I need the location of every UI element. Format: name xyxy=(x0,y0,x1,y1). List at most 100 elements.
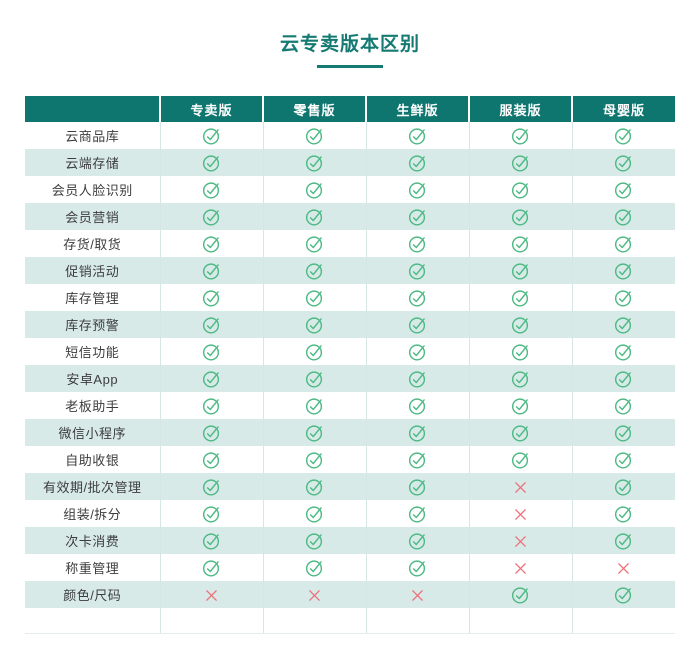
feature-supported-cell xyxy=(262,176,366,203)
check-circle-icon xyxy=(305,398,323,415)
feature-unsupported-cell xyxy=(159,581,263,608)
feature-supported-cell xyxy=(468,446,572,473)
feature-unsupported-cell xyxy=(365,581,469,608)
empty-row xyxy=(25,608,675,634)
feature-supported-cell xyxy=(571,230,675,257)
check-circle-icon xyxy=(615,290,632,307)
column-header-1: 专卖版 xyxy=(159,96,263,122)
check-circle-icon xyxy=(202,452,220,469)
check-circle-icon xyxy=(408,371,426,388)
feature-supported-cell xyxy=(365,500,469,527)
feature-supported-cell xyxy=(365,176,469,203)
feature-supported-cell xyxy=(159,149,263,176)
feature-supported-cell xyxy=(159,176,263,203)
column-header-4: 服装版 xyxy=(468,96,572,122)
table-row: 云商品库 xyxy=(25,122,675,149)
check-circle-icon xyxy=(408,317,426,334)
check-circle-icon xyxy=(305,128,323,145)
feature-supported-cell xyxy=(468,392,572,419)
check-circle-icon xyxy=(615,209,632,226)
check-circle-icon xyxy=(305,479,323,496)
check-circle-icon xyxy=(615,506,632,523)
check-circle-icon xyxy=(511,128,529,145)
feature-label: 安卓App xyxy=(66,372,119,387)
check-circle-icon xyxy=(305,317,323,334)
check-circle-icon xyxy=(511,425,529,442)
empty-cell xyxy=(159,608,263,634)
table-row: 短信功能 xyxy=(25,338,675,365)
check-circle-icon xyxy=(305,533,323,550)
check-circle-icon xyxy=(305,560,323,577)
feature-supported-cell xyxy=(571,500,675,527)
feature-supported-cell xyxy=(262,284,366,311)
feature-supported-cell xyxy=(468,311,572,338)
empty-cell xyxy=(262,608,366,634)
feature-supported-cell xyxy=(159,419,263,446)
table-row: 组装/拆分 xyxy=(25,500,675,527)
feature-supported-cell xyxy=(262,500,366,527)
check-circle-icon xyxy=(615,344,632,361)
check-circle-icon xyxy=(202,317,220,334)
version-comparison-table: 专卖版 零售版 生鲜版 服装版 母婴版 云商品库 云端存储 会员人脸识别 会员营销 存货/取货促… xyxy=(25,96,675,634)
feature-column-header xyxy=(25,96,160,122)
table-row: 微信小程序 xyxy=(25,419,675,446)
x-icon xyxy=(309,589,320,601)
feature-supported-cell xyxy=(262,392,366,419)
feature-supported-cell xyxy=(468,203,572,230)
check-circle-icon xyxy=(511,587,529,604)
check-circle-icon xyxy=(305,236,323,253)
feature-unsupported-cell xyxy=(468,500,572,527)
check-circle-icon xyxy=(305,506,323,523)
version-comparison-page: 云专卖版本区别 专卖版 零售版 生鲜版 服装版 母婴版 云商品库 云端存储 会员人脸识别 会员… xyxy=(0,29,700,648)
feature-supported-cell xyxy=(159,257,263,284)
feature-supported-cell xyxy=(159,527,263,554)
table-row: 安卓App xyxy=(25,365,675,392)
feature-unsupported-cell xyxy=(468,473,572,500)
check-circle-icon xyxy=(305,371,323,388)
feature-label: 库存预警 xyxy=(65,318,120,333)
feature-supported-cell xyxy=(468,365,572,392)
feature-supported-cell xyxy=(571,338,675,365)
feature-label: 促销活动 xyxy=(65,264,120,279)
feature-supported-cell xyxy=(262,554,366,581)
x-icon xyxy=(515,562,526,574)
x-icon xyxy=(515,481,526,493)
feature-label: 会员人脸识别 xyxy=(51,183,133,198)
check-circle-icon xyxy=(408,560,426,577)
check-circle-icon xyxy=(615,398,632,415)
feature-label: 自助收银 xyxy=(65,453,120,468)
feature-label: 次卡消费 xyxy=(65,534,120,549)
check-circle-icon xyxy=(202,425,220,442)
table-row: 老板助手 xyxy=(25,392,675,419)
check-circle-icon xyxy=(202,128,220,145)
check-circle-icon xyxy=(511,236,529,253)
feature-supported-cell xyxy=(468,338,572,365)
check-circle-icon xyxy=(511,452,529,469)
check-circle-icon xyxy=(202,290,220,307)
check-circle-icon xyxy=(615,587,632,604)
check-circle-icon xyxy=(202,533,220,550)
feature-supported-cell xyxy=(262,311,366,338)
feature-supported-cell xyxy=(262,338,366,365)
check-circle-icon xyxy=(615,533,632,550)
feature-supported-cell xyxy=(159,473,263,500)
feature-supported-cell xyxy=(262,230,366,257)
feature-supported-cell xyxy=(159,203,263,230)
feature-supported-cell xyxy=(262,203,366,230)
check-circle-icon xyxy=(305,182,323,199)
feature-supported-cell xyxy=(365,203,469,230)
feature-supported-cell xyxy=(262,446,366,473)
check-circle-icon xyxy=(305,344,323,361)
feature-supported-cell xyxy=(571,176,675,203)
column-header-3: 生鲜版 xyxy=(365,96,469,122)
feature-supported-cell xyxy=(365,527,469,554)
check-circle-icon xyxy=(615,155,632,172)
check-circle-icon xyxy=(408,533,426,550)
feature-supported-cell xyxy=(365,284,469,311)
check-circle-icon xyxy=(511,182,529,199)
feature-supported-cell xyxy=(159,365,263,392)
title-underline xyxy=(317,65,383,68)
feature-supported-cell xyxy=(365,230,469,257)
table-row: 库存预警 xyxy=(25,311,675,338)
feature-supported-cell xyxy=(468,122,572,149)
